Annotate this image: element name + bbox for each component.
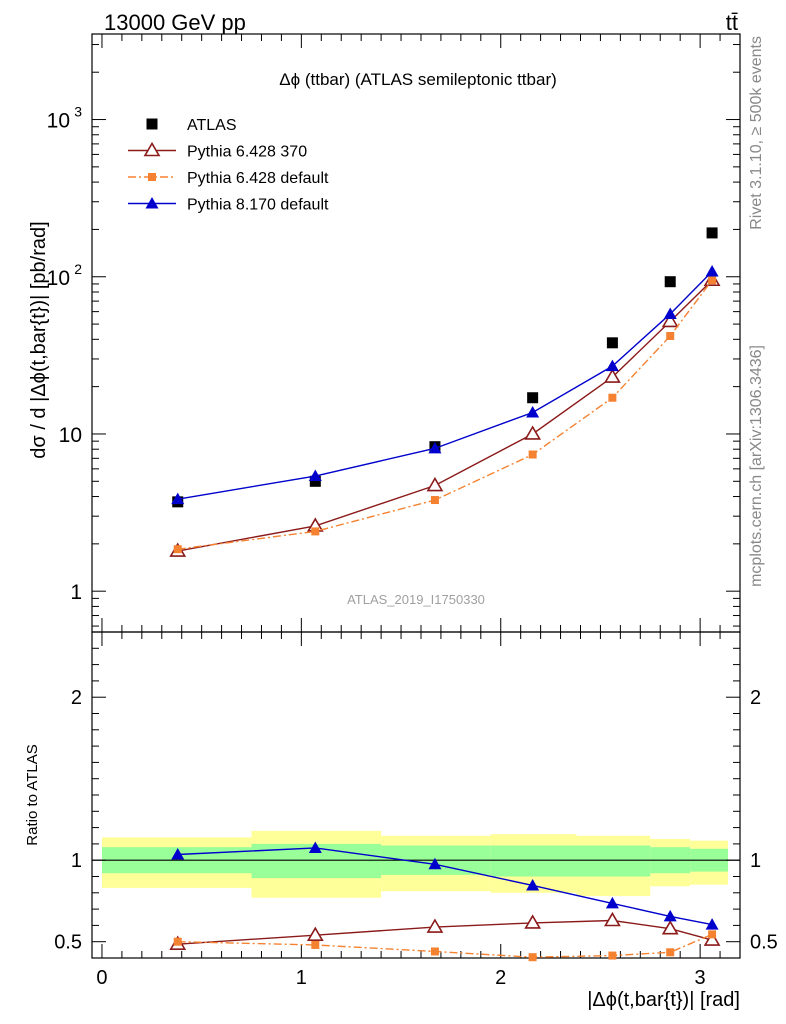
data-point [661, 312, 679, 328]
ratio-point [430, 947, 439, 956]
legend-label: Pythia 6.428 default [187, 170, 329, 187]
data-point [666, 331, 675, 340]
inner-band [576, 845, 651, 877]
y-tick-label: 0.5 [54, 932, 82, 954]
data-point [311, 527, 320, 536]
data-point [426, 476, 444, 492]
ratio-point [708, 930, 717, 939]
legend-marker [148, 173, 156, 181]
series-line [177, 271, 713, 500]
ratio-frame [91, 631, 741, 959]
ratio-point [526, 878, 540, 891]
y-tick-exponent: 3 [74, 104, 82, 120]
ratio-point [666, 948, 675, 957]
series-pythia-6-428-370 [169, 271, 721, 557]
ratio-point [524, 914, 542, 929]
ratio-line [177, 933, 713, 958]
watermark: ATLAS_2019_I1750330 [347, 592, 485, 607]
data-point [605, 359, 619, 372]
data-point [308, 469, 322, 482]
data-point [428, 441, 442, 454]
data-point [663, 307, 677, 319]
legend-label: Pythia 6.428 370 [187, 144, 307, 161]
x-tick-label: 2 [495, 967, 506, 989]
ratio-point [608, 951, 617, 960]
series-line [177, 279, 713, 552]
legend-marker [143, 141, 161, 157]
legend-entry: Pythia 6.428 default [128, 170, 329, 187]
y-tick-label-right: 1 [750, 850, 761, 872]
series-atlas [172, 227, 718, 508]
data-point [708, 276, 717, 285]
ratio-point [528, 953, 537, 962]
mcplots-label: mcplots.cern.ch [arXiv:1306.3436] [748, 345, 765, 587]
legend-label: ATLAS [187, 117, 237, 134]
ratio-point [661, 920, 679, 935]
ratio-point [171, 847, 185, 860]
y-tick-label: 10 [47, 110, 70, 133]
header-right: tt̄ [726, 10, 738, 35]
legend-marker [145, 197, 159, 209]
ratio-point [428, 857, 442, 870]
y-tick-label: 10 [47, 267, 70, 290]
ratio-point [173, 937, 182, 946]
legend-entry: ATLAS [146, 117, 237, 134]
ratio-point [705, 918, 719, 930]
legend: ATLAS Pythia 6.428 370 Pythia 6.428 defaul… [128, 117, 329, 214]
ratio-point [605, 896, 619, 909]
ratio-point [426, 918, 444, 933]
data-point [705, 264, 719, 277]
data-point [526, 405, 540, 418]
main-ylabel: dσ / d |Δϕ(t,bar{t})| [pb/rad] [28, 221, 50, 458]
rivet-label: Rivet 3.1.10, ≥ 500k events [748, 36, 765, 230]
ratio-point [663, 909, 677, 922]
ratio-panel: 0.5 0.5 1 1 2 2 0 1 2 3 [54, 631, 778, 989]
y-tick-label: 1 [70, 581, 82, 604]
x-tick-label: 3 [695, 967, 706, 989]
data-point [524, 425, 542, 440]
ratio-point [311, 940, 320, 949]
main-title: Δϕ (ttbar) (ATLAS semileptonic ttbar) [279, 70, 557, 89]
ratio-ylabel: Ratio to ATLAS [24, 744, 41, 845]
series-pythia-8-170-default [171, 264, 719, 505]
data-point [173, 545, 182, 554]
data-point [528, 450, 537, 459]
data-point [527, 392, 539, 404]
y-tick-label: 1 [71, 850, 82, 872]
header-left: 13000 GeV pp [104, 10, 246, 35]
ratio-point [306, 926, 324, 941]
ratio-line [177, 919, 713, 945]
data-point [430, 496, 439, 505]
data-point [606, 337, 618, 349]
xlabel: |Δϕ(t,bar{t})| [rad] [587, 989, 740, 1011]
series-line [177, 279, 713, 550]
y-tick-label-right: 0.5 [750, 932, 778, 954]
data-point [604, 368, 621, 383]
legend-entry: Pythia 8.170 default [128, 197, 329, 214]
series-pythia-6-428-default [173, 276, 717, 554]
ratio-series-pythia-6-428-default [173, 930, 717, 962]
data-point [664, 276, 676, 288]
ratio-series-pythia-8-170-default [171, 841, 719, 930]
ratio-point [308, 841, 322, 853]
ratio-point [604, 911, 621, 927]
ratio-point [703, 931, 721, 946]
data-point [706, 227, 718, 239]
y-tick-label: 2 [71, 687, 82, 709]
data-point [309, 475, 321, 487]
legend-marker [146, 118, 158, 130]
data-point [171, 492, 185, 505]
legend-label: Pythia 8.170 default [187, 197, 329, 214]
x-tick-label: 0 [96, 967, 107, 989]
x-tick-label: 1 [296, 967, 307, 989]
inner-band [490, 845, 577, 877]
data-point [608, 393, 617, 402]
y-tick-label: 10 [59, 424, 82, 447]
legend-entry: Pythia 6.428 370 [128, 141, 307, 161]
y-tick-label-right: 2 [750, 687, 761, 709]
y-tick-exponent: 2 [74, 261, 82, 277]
